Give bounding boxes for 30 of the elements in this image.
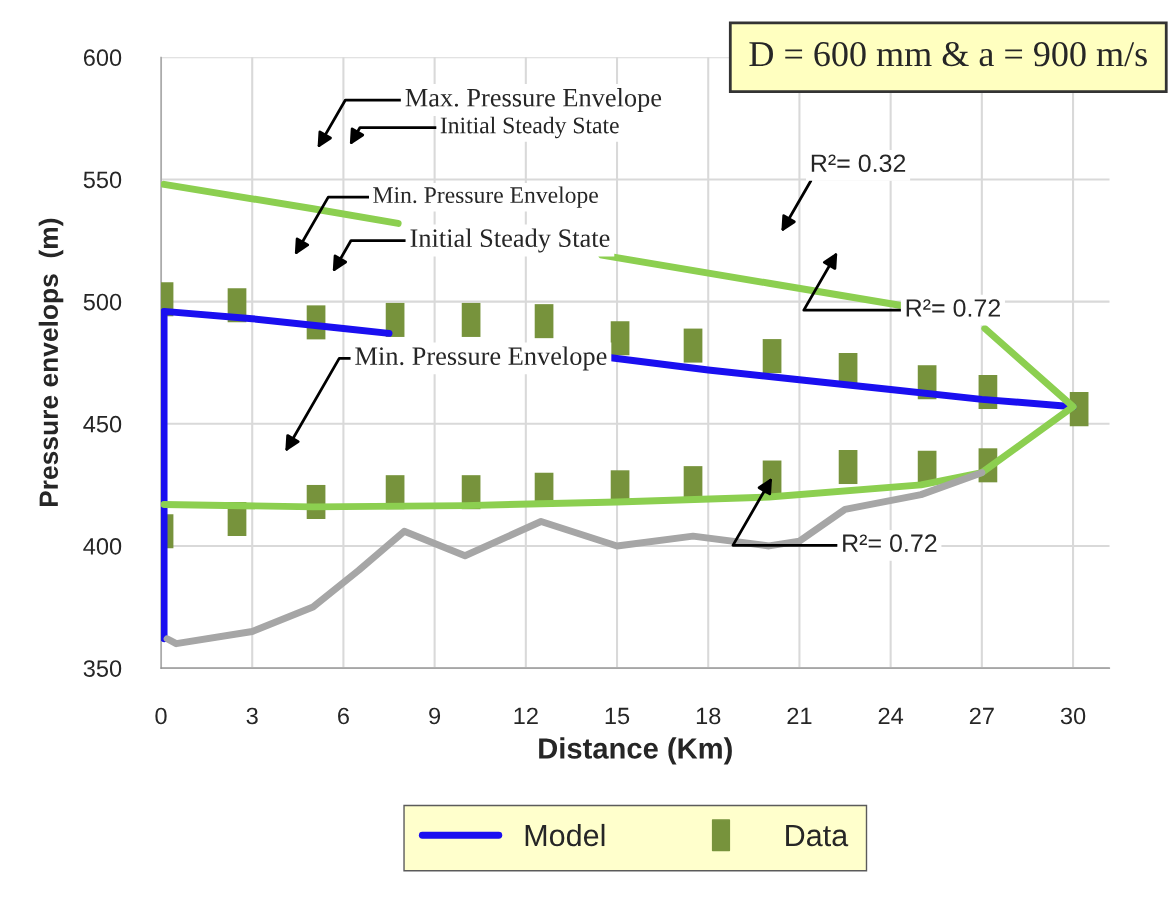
y-tick-label: 600	[83, 49, 122, 67]
x-axis-title: Distance (Km)	[539, 737, 732, 765]
legend-label: Model	[525, 823, 605, 847]
x-tick-label: 9	[429, 707, 441, 725]
annotation: Min. Pressure Envelope	[355, 346, 607, 371]
y-tick-label: 450	[83, 415, 122, 433]
x-tick-label: 6	[338, 707, 349, 725]
annotation: Max. Pressure Envelope	[405, 88, 662, 112]
annotation: Initial Steady State	[440, 116, 619, 139]
annotation: D = 600 mm & a = 900 m/s	[749, 41, 1147, 67]
x-tick-label: 21	[787, 707, 812, 725]
x-tick-label: 3	[246, 707, 258, 725]
x-tick-label: 18	[696, 707, 721, 725]
y-axis-title: Pressure envelops (m)	[38, 218, 64, 507]
y-tick-label: 550	[83, 171, 122, 189]
annotation: Initial Steady State	[410, 228, 610, 253]
annotation: R²= 0.72	[906, 299, 1000, 317]
annotation: R²= 0.32	[811, 154, 906, 173]
annotation: R²= 0.72	[843, 534, 937, 553]
x-tick-label: 0	[155, 707, 167, 725]
x-tick-label: 12	[514, 707, 538, 725]
y-tick-label: 400	[83, 538, 122, 555]
y-tick-label: 350	[83, 660, 122, 677]
y-tick-label: 500	[83, 293, 122, 311]
x-tick-label: 27	[969, 707, 994, 725]
x-tick-label: 24	[878, 707, 904, 725]
annotation: Min. Pressure Envelope	[373, 186, 598, 208]
x-tick-label: 15	[605, 707, 630, 725]
legend-label: Data	[786, 825, 849, 847]
x-tick-label: 30	[1060, 707, 1086, 725]
